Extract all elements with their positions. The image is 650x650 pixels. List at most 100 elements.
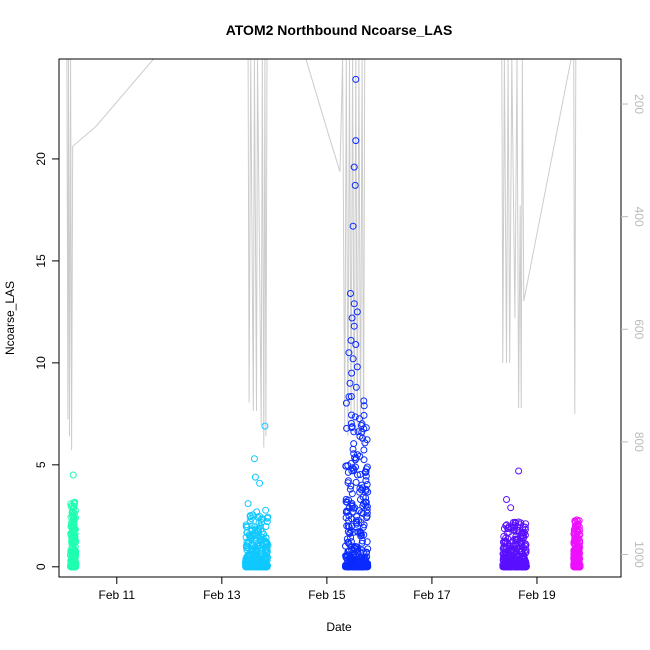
- data-point: [360, 446, 368, 454]
- data-point: [247, 515, 255, 522]
- data-point: [70, 515, 78, 522]
- data-point: [521, 523, 529, 531]
- data-point: [353, 363, 361, 371]
- data-point: [362, 498, 370, 506]
- data-point: [354, 428, 362, 436]
- data-point: [360, 531, 368, 539]
- data-point: [345, 349, 353, 357]
- data-point: [352, 383, 360, 391]
- data-point: [510, 554, 518, 562]
- data-point: [261, 422, 269, 430]
- x-tick-label: Feb 13: [203, 588, 241, 602]
- data-point: [353, 513, 361, 521]
- data-point: [350, 551, 358, 559]
- data-point: [243, 523, 251, 531]
- data-point: [500, 533, 508, 540]
- y2-tick-label: 1000: [632, 541, 646, 568]
- point-cluster-3: [341, 75, 372, 571]
- data-point: [347, 419, 355, 427]
- y2-tick-label: 400: [632, 207, 646, 227]
- data-point: [522, 548, 530, 556]
- data-point: [571, 525, 579, 533]
- data-point: [254, 555, 262, 563]
- data-point: [69, 471, 77, 479]
- plot-frame: [58, 58, 622, 578]
- data-point: [352, 454, 360, 462]
- data-point: [68, 507, 76, 515]
- data-point: [571, 534, 579, 542]
- data-point: [575, 554, 583, 562]
- x-tick-label: Feb 11: [99, 588, 136, 602]
- data-point: [71, 534, 79, 542]
- data-point: [263, 518, 271, 526]
- data-point: [347, 459, 355, 467]
- data-point: [358, 554, 366, 562]
- x-axis: Feb 11 Feb 13 Feb 15 Feb 17 Feb 19: [99, 577, 556, 602]
- x-tick-label: Feb 15: [308, 588, 346, 602]
- y-tick-label: 0: [34, 563, 48, 570]
- data-point: [71, 507, 79, 515]
- data-point: [256, 512, 264, 520]
- data-point: [575, 562, 583, 570]
- data-point: [363, 538, 371, 546]
- y-axis-label: Ncoarse_LAS: [3, 281, 17, 355]
- y-tick-label: 15: [34, 254, 48, 268]
- data-point: [515, 553, 523, 561]
- data-point: [70, 502, 78, 510]
- data-point: [501, 552, 509, 560]
- data-point: [342, 542, 349, 550]
- data-point: [519, 560, 527, 568]
- data-point: [346, 485, 354, 493]
- point-cluster-1: [67, 471, 80, 571]
- data-point: [70, 538, 78, 545]
- data-point: [510, 527, 518, 535]
- data-point: [511, 523, 519, 531]
- x-axis-label: Date: [326, 620, 352, 634]
- data-point: [362, 502, 370, 510]
- data-point: [352, 543, 359, 550]
- data-point: [263, 550, 271, 557]
- data-point: [352, 463, 359, 471]
- data-point: [343, 498, 351, 506]
- data-point: [521, 531, 529, 539]
- data-point: [248, 522, 256, 530]
- data-point: [360, 456, 368, 464]
- data-point: [350, 428, 358, 436]
- data-point: [573, 516, 581, 524]
- data-point: [363, 506, 371, 514]
- data-point: [358, 420, 366, 428]
- data-point: [342, 462, 350, 470]
- data-point: [353, 308, 361, 316]
- data-point: [576, 563, 583, 571]
- y2-tick-label: 200: [632, 94, 646, 114]
- data-point: [346, 379, 354, 387]
- data-point: [351, 181, 359, 189]
- data-points: [67, 75, 584, 571]
- data-point: [71, 563, 79, 571]
- data-point: [260, 530, 268, 538]
- data-point: [573, 543, 581, 551]
- data-point: [503, 521, 511, 529]
- data-point: [262, 506, 270, 514]
- data-point: [67, 502, 75, 510]
- data-point: [505, 550, 513, 558]
- data-point: [504, 539, 511, 547]
- data-point: [350, 322, 358, 330]
- data-point: [254, 526, 262, 534]
- data-point: [344, 468, 352, 476]
- data-point: [362, 477, 370, 485]
- data-point: [519, 529, 527, 537]
- y-tick-label: 20: [34, 152, 48, 166]
- data-point: [352, 137, 360, 145]
- data-point: [355, 516, 363, 524]
- data-point: [347, 336, 355, 344]
- data-point: [357, 496, 364, 503]
- data-point: [251, 543, 259, 551]
- data-point: [347, 393, 355, 400]
- data-point: [356, 452, 364, 460]
- data-point: [515, 467, 523, 475]
- data-point: [250, 455, 258, 463]
- point-cluster-2: [242, 422, 272, 571]
- data-point: [573, 533, 581, 540]
- data-point: [347, 538, 355, 546]
